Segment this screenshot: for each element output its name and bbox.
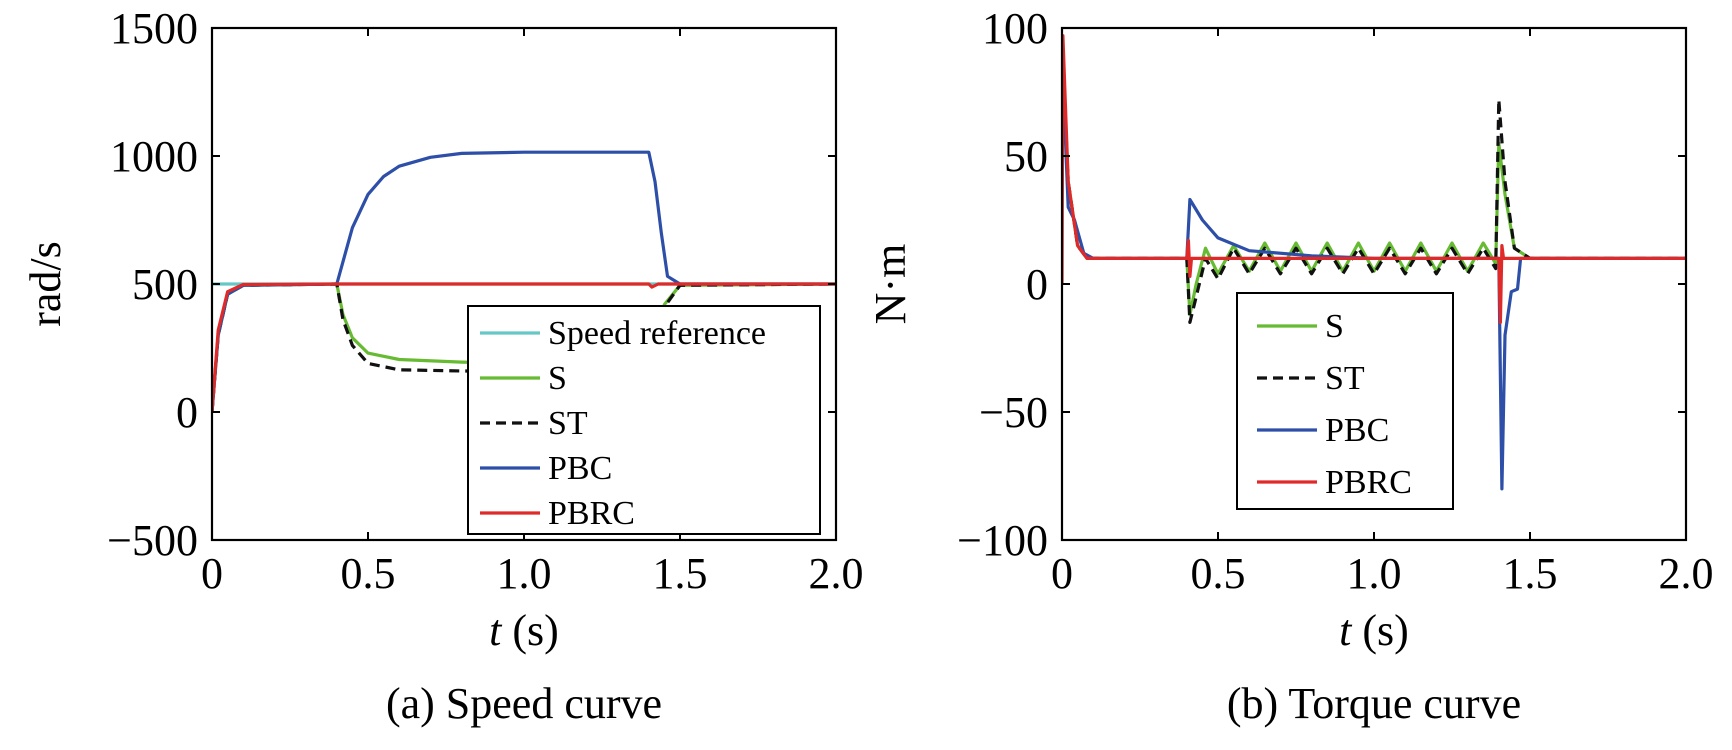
legend-label: PBC [1325,412,1389,449]
x-axis-variable: t [1339,606,1353,655]
y-tick-label: 50 [1004,132,1048,181]
y-axis-label: rad/s [21,241,70,327]
legend-label: ST [548,405,588,442]
y-tick-label: −50 [979,388,1048,437]
x-tick-label: 1.5 [653,549,708,598]
series-line-s [1062,40,1686,317]
y-tick-label: −100 [957,516,1048,565]
y-tick-label: 100 [982,4,1048,53]
series-line-pbrc [212,282,836,413]
x-axis-label: t (s) [489,606,559,655]
x-axis-unit: (s) [1351,606,1408,655]
panel-caption: (b) Torque curve [1227,679,1521,728]
series-line-pbc [1062,40,1686,491]
series-line-st [1062,40,1686,324]
x-tick-label: 0.5 [1191,549,1246,598]
legend: Speed reference S ST PBC PBRC [467,305,821,535]
x-tick-label: 2.0 [1659,549,1714,598]
legend-label: PBC [548,450,612,487]
y-axis-label: N·m [866,244,915,325]
legend: S ST PBC PBRC [1236,292,1454,510]
y-tick-label: −500 [107,516,198,565]
x-tick-label: 1.5 [1503,549,1558,598]
y-tick-label: 0 [1026,260,1048,309]
series-group [1062,34,1686,491]
x-axis-label: t (s) [1339,606,1409,655]
legend-label: S [548,360,567,397]
legend-label: PBRC [548,495,635,532]
x-tick-label: 0 [201,549,223,598]
x-tick-label: 1.0 [1347,549,1402,598]
legend-box [1236,292,1454,510]
x-tick-label: 0.5 [341,549,396,598]
legend-label: PBRC [1325,464,1412,501]
x-axis-variable: t [489,606,503,655]
x-tick-label: 2.0 [809,549,864,598]
panel-caption: (a) Speed curve [386,679,662,728]
legend-label: Speed reference [548,315,766,352]
legend-label: ST [1325,360,1365,397]
y-tick-label: 1500 [110,4,198,53]
x-tick-label: 0 [1051,549,1073,598]
y-tick-label: 0 [176,388,198,437]
legend-label: S [1325,308,1344,345]
x-axis-unit: (s) [501,606,558,655]
torque-chart: 0 0.5 1.0 1.5 2.0 100 50 0 −50 −100 N·m t (s) (b) To… [866,4,1714,728]
series-line-pbrc [1062,34,1686,324]
legend-box [467,305,821,535]
y-tick-label: 500 [132,260,198,309]
y-tick-label: 1000 [110,132,198,181]
x-tick-label: 1.0 [497,549,552,598]
